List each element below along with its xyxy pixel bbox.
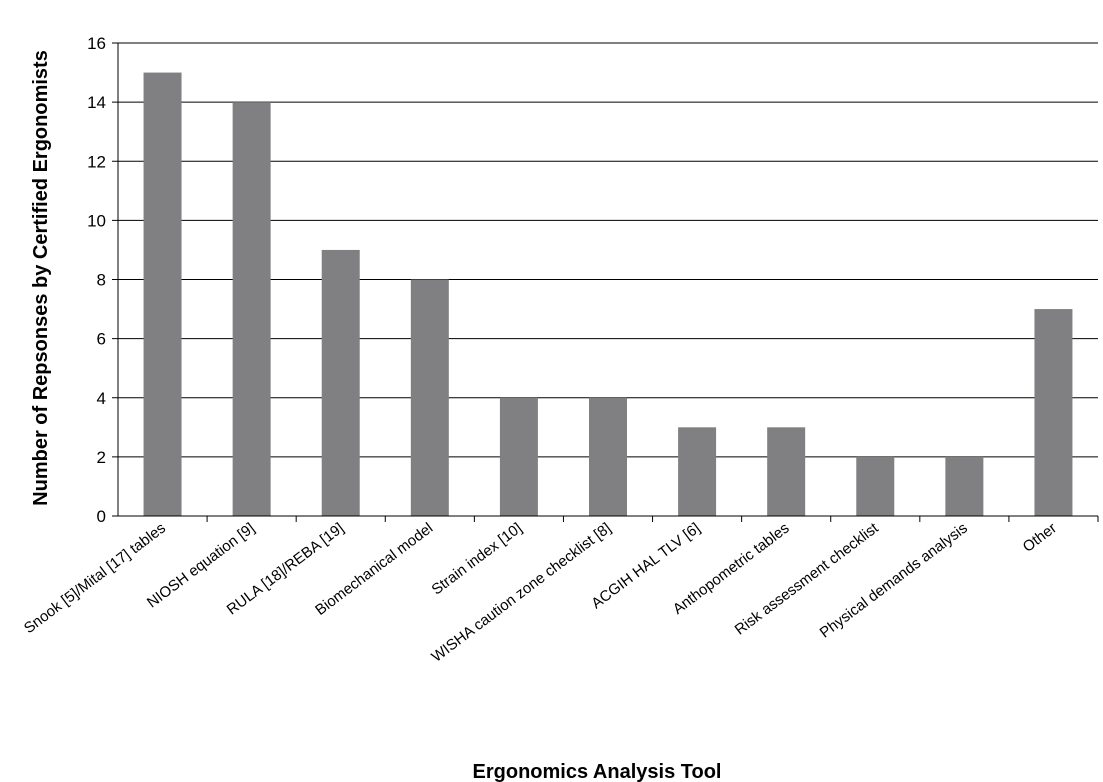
bar xyxy=(945,456,984,516)
bar xyxy=(767,427,806,516)
y-tick-label: 10 xyxy=(87,211,106,230)
x-tick-label: Risk assessment checklist xyxy=(732,519,883,638)
y-axis-title: Number of Repsonses by Certified Ergonom… xyxy=(30,50,52,506)
bar xyxy=(410,279,449,516)
bar xyxy=(232,102,271,516)
bar xyxy=(589,397,627,516)
x-tick-label: WISHA caution zone checklist [8] xyxy=(428,520,614,666)
y-tick-label: 6 xyxy=(97,330,106,349)
y-tick-label: 12 xyxy=(87,152,106,171)
bar xyxy=(499,397,538,516)
gridlines xyxy=(118,42,1098,458)
bar xyxy=(678,427,717,516)
bar xyxy=(1034,309,1073,516)
y-tick-label: 8 xyxy=(97,271,106,290)
x-tick-label: Physical demands analysis xyxy=(817,520,971,642)
y-tick-label: 16 xyxy=(87,34,106,53)
y-tick-label: 0 xyxy=(97,507,106,526)
axes xyxy=(112,42,1099,522)
y-tick-label: 4 xyxy=(97,389,106,408)
y-tick-labels: 0 2 4 6 8 10 12 14 16 xyxy=(87,34,106,526)
x-tick-label: Snook [5]/Mital [17] tables xyxy=(21,520,169,637)
bar xyxy=(143,72,182,516)
bar xyxy=(856,456,895,516)
bars xyxy=(143,72,1073,516)
x-tick-label: Other xyxy=(1020,520,1060,556)
y-tick-label: 2 xyxy=(97,448,106,467)
x-tick-label: Strain index [10] xyxy=(429,520,526,599)
y-tick-label: 14 xyxy=(87,93,106,112)
x-axis-title: Ergonomics Analysis Tool xyxy=(473,761,722,782)
bar xyxy=(321,249,360,516)
